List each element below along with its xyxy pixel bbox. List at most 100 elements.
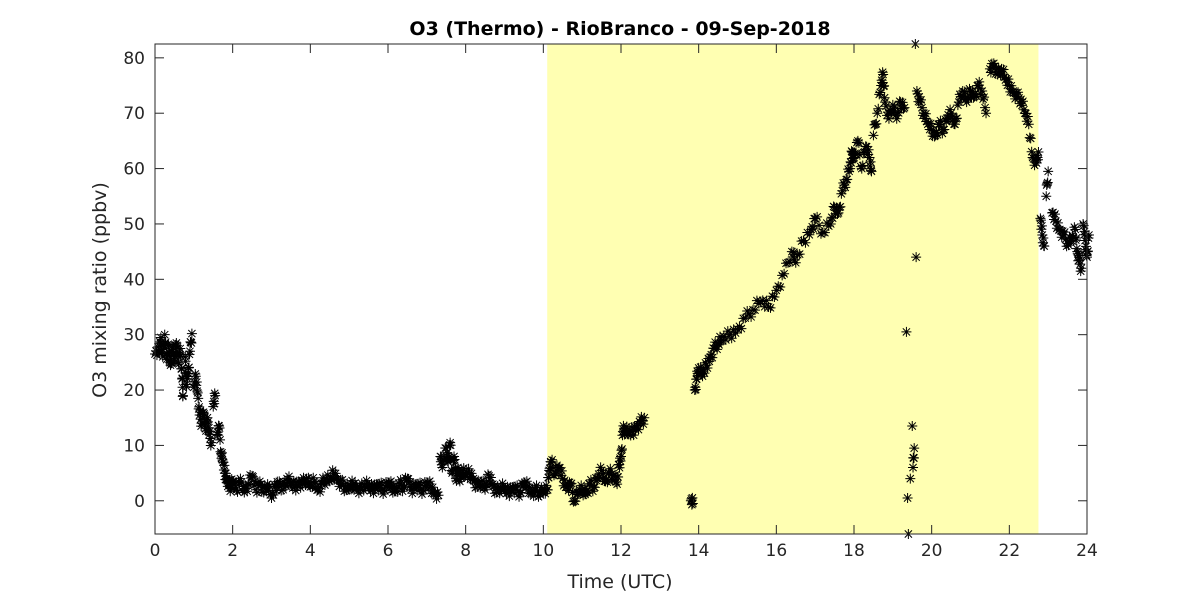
data-point [790, 257, 801, 268]
data-point [937, 128, 948, 139]
data-point [940, 114, 951, 125]
data-point [946, 108, 957, 119]
data-point [180, 356, 191, 367]
data-point [276, 485, 287, 496]
x-tick-label: 12 [610, 541, 632, 561]
data-point [249, 480, 260, 491]
data-point [256, 486, 267, 497]
data-point [1041, 191, 1052, 202]
data-point [384, 483, 395, 494]
data-point [724, 329, 735, 340]
data-point [715, 335, 726, 346]
data-point [883, 113, 894, 124]
data-point [524, 482, 535, 493]
data-point [695, 362, 706, 373]
data-point [746, 311, 757, 322]
data-point [1013, 87, 1024, 98]
data-point [919, 113, 930, 124]
data-point [873, 103, 884, 114]
data-point [863, 144, 874, 155]
data-point [368, 488, 379, 499]
data-point [186, 328, 197, 339]
data-point [266, 493, 277, 504]
data-point [258, 487, 269, 498]
data-point [423, 483, 434, 494]
data-point [400, 472, 411, 483]
data-point [846, 157, 857, 168]
data-point [433, 490, 444, 501]
data-point [613, 459, 624, 470]
data-point [761, 295, 772, 306]
data-point [730, 328, 741, 339]
data-point [260, 483, 271, 494]
data-point [916, 102, 927, 113]
data-point [736, 323, 747, 334]
data-point [330, 468, 341, 479]
data-point [397, 486, 408, 497]
data-point [632, 420, 643, 431]
data-point [842, 174, 853, 185]
data-point [888, 105, 899, 116]
data-point [1069, 222, 1080, 233]
data-point [350, 483, 361, 494]
data-point [1042, 177, 1053, 188]
data-point [1002, 80, 1013, 91]
data-point [613, 471, 624, 482]
data-point [205, 440, 216, 451]
data-point [1029, 160, 1040, 171]
data-point [474, 479, 485, 490]
data-point [413, 478, 424, 489]
data-point [314, 483, 325, 494]
data-point [418, 485, 429, 496]
data-point [513, 486, 524, 497]
data-point [261, 486, 272, 497]
data-point [835, 201, 846, 212]
data-point [591, 475, 602, 486]
data-point [277, 480, 288, 491]
data-point [882, 110, 893, 121]
data-point [611, 477, 622, 488]
data-point [948, 119, 959, 130]
data-point [519, 477, 530, 488]
data-point [230, 477, 241, 488]
data-point [355, 484, 366, 495]
data-point [356, 478, 367, 489]
data-point [555, 470, 566, 481]
data-point [449, 454, 460, 465]
data-point [687, 492, 698, 503]
data-point [597, 473, 608, 484]
data-point [908, 453, 919, 464]
data-point [738, 313, 749, 324]
data-point [615, 456, 626, 467]
data-point [751, 295, 762, 306]
data-point [637, 415, 648, 426]
data-point [215, 434, 226, 445]
data-point [902, 493, 913, 504]
x-tick-label: 0 [150, 541, 161, 561]
data-point [809, 213, 820, 224]
data-point [844, 166, 855, 177]
data-point [920, 108, 931, 119]
data-point [542, 484, 553, 495]
data-point [240, 480, 251, 491]
data-point [180, 367, 191, 378]
data-point [295, 482, 306, 493]
data-point [290, 485, 301, 496]
data-point [697, 371, 708, 382]
data-point [864, 152, 875, 163]
data-point [427, 482, 438, 493]
data-point [984, 63, 995, 74]
data-point [537, 487, 548, 498]
data-point [316, 478, 327, 489]
data-point [872, 108, 883, 119]
data-point [361, 475, 372, 486]
data-point [874, 89, 885, 100]
data-point [199, 408, 210, 419]
data-point [915, 94, 926, 105]
data-point [800, 237, 811, 248]
data-point [980, 102, 991, 113]
data-point [391, 483, 402, 494]
data-point [352, 482, 363, 493]
data-point [959, 86, 970, 97]
data-point [466, 468, 477, 479]
